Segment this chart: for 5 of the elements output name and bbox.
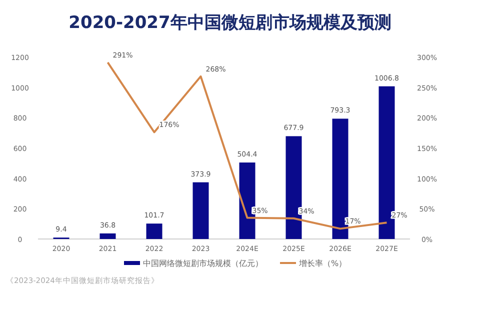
bar (192, 182, 209, 239)
bar (100, 233, 116, 239)
legend-label: 增长率（%） (298, 259, 347, 268)
chart-title: 2020-2027年中国微短剧市场规模及预测 (68, 13, 392, 33)
bar (146, 224, 162, 239)
